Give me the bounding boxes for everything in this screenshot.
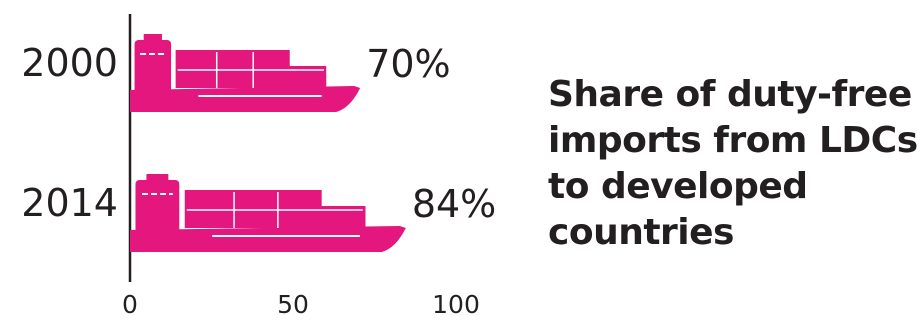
ship-bars	[130, 34, 406, 252]
ship-bridge	[134, 40, 172, 96]
chart-title: Share of duty-free imports from LDCs to …	[548, 74, 918, 253]
chart: 0 50 100 2000 70% 2014 84%	[21, 14, 496, 319]
ship-bridge	[135, 180, 180, 236]
ship-hull	[130, 86, 361, 112]
ship-mast	[143, 34, 162, 42]
ship-containers	[175, 50, 327, 88]
ship-hull	[130, 226, 406, 252]
x-tick-label: 100	[432, 290, 480, 319]
labels: 0 50 100 2000 70% 2014 84%	[21, 41, 496, 319]
value-label: 70%	[366, 42, 450, 86]
value-label: 84%	[412, 182, 496, 226]
x-tick-label: 50	[277, 290, 309, 319]
ship-mast	[146, 174, 169, 182]
category-label: 2014	[21, 181, 118, 225]
ship-bar-2000	[130, 34, 361, 112]
ship-bar-2014	[130, 174, 406, 252]
ship-containers	[184, 190, 366, 228]
category-label: 2000	[21, 41, 118, 85]
x-tick-label: 0	[122, 290, 138, 319]
